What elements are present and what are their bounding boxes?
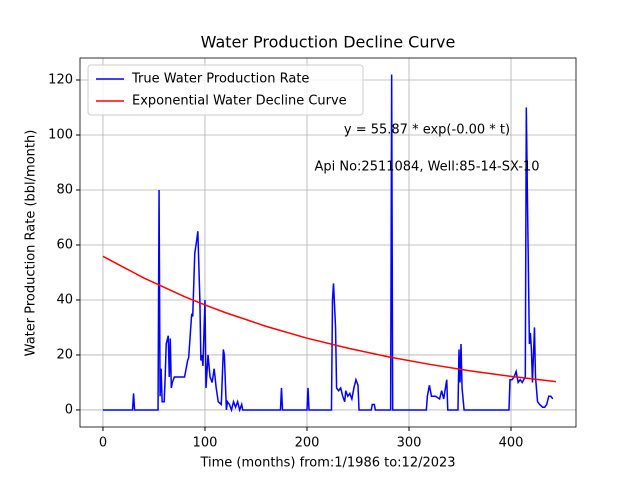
y-tick-label: 100 (48, 127, 73, 142)
legend-label: True Water Production Rate (131, 72, 309, 87)
y-tick-label: 20 (56, 347, 73, 362)
y-axis-label: Water Production Rate (bbl/month) (24, 130, 39, 357)
y-tick-label: 0 (65, 402, 73, 417)
y-tick-label: 60 (56, 237, 73, 252)
x-tick-label: 200 (295, 436, 320, 451)
x-tick-label: 0 (99, 436, 107, 451)
legend-box (87, 64, 364, 116)
legend-label: Exponential Water Decline Curve (132, 94, 347, 109)
annotation: Api No:2511084, Well:85-14-SX-10 (314, 160, 539, 175)
series-line (102, 255, 556, 383)
plot-frame (79, 57, 577, 428)
x-axis-label: Time (months) from:1/1986 to:12/2023 (199, 456, 455, 471)
series-line (102, 74, 554, 413)
y-tick-label: 120 (48, 72, 73, 87)
x-tick-label: 400 (499, 436, 524, 451)
chart-title: Water Production Decline Curve (201, 33, 456, 52)
annotation: y = 55.87 * exp(-0.00 * t) (344, 123, 510, 138)
y-tick-label: 80 (56, 182, 73, 197)
x-tick-label: 100 (193, 436, 218, 451)
x-tick-label: 300 (397, 436, 422, 451)
y-tick-label: 40 (56, 292, 73, 307)
